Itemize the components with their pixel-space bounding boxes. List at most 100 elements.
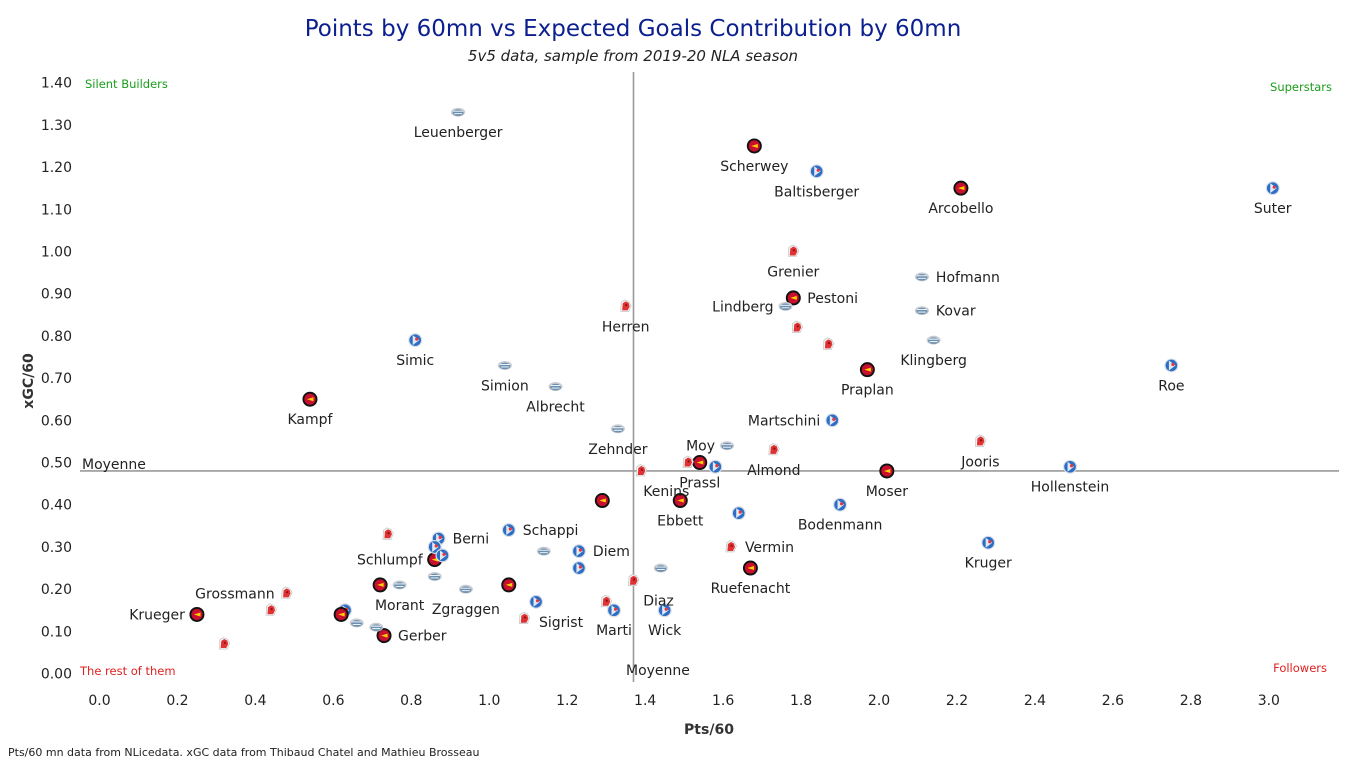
point-label: Roe [1158,378,1184,394]
chart-subtitle: 5v5 data, sample from 2019-20 NLA season [468,47,798,65]
data-point-zug-logo [610,424,625,434]
point-label: Zehnder [588,442,647,458]
data-point-sccb-logo [333,606,349,622]
data-point-sccb-logo [692,455,708,471]
data-point-sccb-logo [501,577,517,593]
point-label: Marti [596,623,632,639]
point-label: Lindberg [712,299,773,315]
data-point-zug-logo [451,107,466,117]
data-point-sccb-logo [953,180,969,196]
data-point-fribourg-logo [682,455,694,468]
y-tick-label: 1.30 [41,118,72,134]
data-points [189,107,1280,650]
point-label: Albrecht [526,400,585,416]
point-label: Diaz [643,594,674,610]
data-point-fribourg-logo [620,299,632,312]
data-point-lugano-logo [731,506,746,521]
data-point-zug-logo [369,622,384,632]
data-point-lugano-logo [529,594,544,609]
x-tick-label: 2.4 [1024,693,1046,709]
quadrant-label-superstars: Superstars [1270,80,1332,94]
point-label: Leuenberger [414,125,503,141]
data-point-zug-logo [914,272,929,282]
data-point-lugano-logo [833,497,848,512]
y-tick-label: 0.90 [41,287,72,303]
data-point-sccb-logo [746,138,762,154]
y-tick-label: 0.60 [41,413,72,429]
point-label: Arcobello [928,201,993,217]
point-label: Wick [648,623,682,639]
y-axis-label: xGC/60 [21,353,37,409]
point-label: Praplan [841,383,894,399]
data-point-fribourg-logo [975,434,987,447]
point-label: Pestoni [807,291,858,307]
y-tick-label: 0.10 [41,624,72,640]
data-point-sccb-logo [376,628,392,644]
y-tick-label: 0.30 [41,540,72,556]
point-label: Simion [481,378,529,394]
chart-title: Points by 60mn vs Expected Goals Contrib… [305,16,962,42]
data-point-fribourg-logo [787,244,800,257]
data-point-lugano-logo [607,603,622,618]
data-point-zug-logo [653,563,668,573]
y-tick-label: 0.80 [41,329,72,345]
data-point-sccb-logo [372,577,388,593]
data-point-fribourg-logo [628,573,640,587]
y-tick-label: 0.00 [41,667,72,683]
data-point-fribourg-logo [519,611,531,624]
point-label: Zgraggen [432,602,500,618]
quadrant-label-rest-of-them: The rest of them [79,664,176,678]
point-label: Klingberg [900,353,967,369]
point-label: Krueger [129,607,185,623]
data-point-lugano-logo [1063,459,1078,474]
data-point-lugano-logo [657,603,672,618]
data-point-lugano-logo [825,413,840,428]
data-point-zug-logo [427,571,442,581]
data-point-fribourg-logo [600,594,613,608]
data-point-lugano-logo [501,523,516,538]
point-label: Herren [602,319,650,335]
data-point-lugano-logo [1164,358,1179,373]
point-label: Simic [396,353,434,369]
point-label: Moy [686,439,715,455]
data-point-zug-logo [926,335,941,345]
point-label: Kruger [965,556,1012,572]
point-label: Grossmann [195,586,274,602]
data-point-fribourg-logo [281,586,293,599]
x-tick-label: 0.2 [166,693,188,709]
data-point-sccb-logo [785,290,801,306]
x-tick-label: 0.6 [322,693,344,709]
y-tick-label: 1.40 [41,76,72,92]
point-label: Hofmann [936,270,1000,286]
x-tick-label: 2.0 [868,693,890,709]
point-label: Schappi [523,523,579,539]
point-label: Hollenstein [1031,480,1110,496]
data-point-sccb-logo [672,493,688,509]
data-point-sccb-logo [189,606,205,622]
data-point-zug-logo [548,382,563,392]
point-label: Prassl [679,476,720,492]
x-tick-label: 2.6 [1102,693,1124,709]
data-point-lugano-logo [571,561,586,576]
point-label: Berni [453,531,490,547]
point-label: Sigrist [539,615,584,631]
data-point-lugano-logo [981,535,996,550]
data-point-sccb-logo [859,362,875,378]
point-label: Vermin [745,540,794,556]
footer-source-note: Pts/60 mn data from NLicedata. xGC data … [8,746,479,759]
x-tick-label: 2.8 [1180,693,1202,709]
point-label: Almond [747,463,800,479]
data-point-zug-logo [720,441,735,451]
point-label: Kovar [936,304,976,320]
point-label: Scherwey [720,159,788,175]
point-label: Kampf [287,412,333,428]
point-label: Baltisberger [774,184,859,200]
quadrant-label-followers: Followers [1273,661,1327,675]
x-tick-label: 0.8 [400,693,422,709]
x-tick-label: 1.4 [634,693,656,709]
x-tick-label: 1.0 [478,693,500,709]
data-point-zug-logo [349,618,364,628]
data-point-sccb-logo [879,463,895,479]
data-point-fribourg-logo [382,527,394,540]
